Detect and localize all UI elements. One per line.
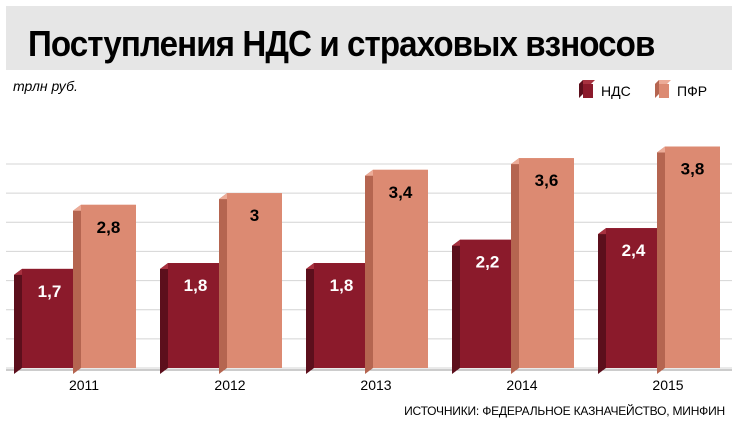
x-tick-label-2014: 2014 [506,377,537,393]
bar-pfr-2013-value: 3,4 [389,183,413,202]
bar-pfr-2011 [81,204,136,368]
bar-pfr-2011-side [73,204,81,374]
bar-pfr-2012-value: 3 [250,206,259,225]
bar-pfr-2011-value: 2,8 [97,218,121,237]
bar-nds-2015-side [598,228,606,374]
bar-nds-2012-side [160,263,168,374]
legend-nds-swatch-side [579,80,583,98]
bar-nds-2011-side [14,268,22,374]
x-tick-label-2015: 2015 [652,377,683,393]
bar-nds-2013-value: 1,8 [330,276,354,295]
bar-pfr-2012-side [219,193,227,374]
x-tick-label-2012: 2012 [214,377,245,393]
bar-nds-2014 [460,239,515,368]
bar-nds-2014-side [452,239,460,374]
bar-pfr-2015 [665,146,720,368]
bar-nds-2011-value: 1,7 [38,282,62,301]
legend-pfr-swatch [659,84,669,98]
x-tick-label-2013: 2013 [360,377,391,393]
unit-label: трлн руб. [13,78,78,94]
bar-nds-2015-value: 2,4 [622,241,646,260]
source-note: ИСТОЧНИКИ: ФЕДЕРАЛЬНОЕ КАЗНАЧЕЙСТВО, МИН… [404,404,725,418]
title-band: Поступления НДС и страховых взносов [6,6,732,70]
x-tick-label-2011: 2011 [69,377,99,393]
legend-pfr-label: ПФР [677,83,707,99]
bar-pfr-2014 [519,158,574,368]
bar-nds-2012-value: 1,8 [184,276,208,295]
bar-pfr-2014-value: 3,6 [535,171,559,190]
legend-nds-label: НДС [601,83,631,99]
bar-pfr-2013-side [365,169,373,374]
bar-nds-2013-side [306,263,314,374]
bar-nds-2013 [314,263,369,368]
bar-pfr-2015-value: 3,8 [681,160,705,179]
chart-title: Поступления НДС и страховых взносов [28,23,655,64]
legend-nds-swatch [583,84,593,98]
bar-nds-2014-value: 2,2 [476,253,500,272]
bar-pfr-2015-side [657,146,665,374]
bar-nds-2012 [168,263,223,368]
legend-pfr-swatch-side [655,80,659,98]
bar-pfr-2014-side [511,158,519,374]
bar-pfr-2013 [373,169,428,368]
bar-nds-2011 [22,268,77,368]
bar-nds-2015 [606,228,661,368]
bar-pfr-2012 [227,193,282,368]
